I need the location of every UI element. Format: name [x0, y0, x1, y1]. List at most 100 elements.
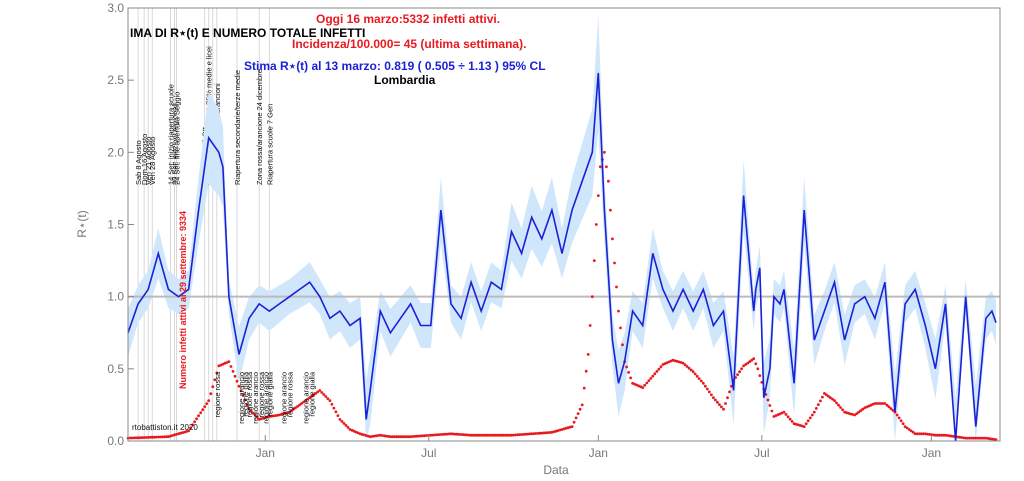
infected-point — [687, 366, 691, 370]
infected-point — [853, 413, 857, 417]
infected-point — [790, 420, 794, 423]
infected-point — [744, 363, 748, 366]
x-tick-label: Jul — [754, 446, 769, 460]
infected-point — [942, 433, 945, 437]
infected-point — [683, 363, 687, 367]
infected-point — [738, 370, 741, 374]
infected-point — [324, 395, 328, 398]
infected-point — [675, 359, 679, 363]
infected-point — [710, 393, 713, 397]
infected-point — [348, 428, 352, 431]
event-label: Sab 8 Agosto — [134, 140, 143, 185]
event-label: Riapertura scuole 7 Gen — [265, 104, 274, 185]
infected-point — [786, 415, 790, 419]
infected-point — [556, 429, 560, 432]
infected-point — [804, 422, 808, 426]
infected-point — [251, 411, 255, 415]
infected-point — [746, 361, 750, 365]
infected-point — [142, 436, 146, 439]
y-tick-label: 2.5 — [107, 73, 124, 87]
infected-point — [453, 432, 457, 436]
region-label: regione gialla — [308, 371, 317, 416]
chart-title: IMA DI R⋆(t) E NUMERO TOTALE INFETTI — [130, 26, 365, 40]
infected-point — [758, 374, 762, 377]
y-tick-label: 1.0 — [107, 290, 124, 304]
infected-point — [940, 433, 943, 437]
infected-point — [146, 436, 150, 439]
infected-point — [231, 370, 235, 373]
infected-point — [322, 393, 326, 396]
infected-point — [588, 324, 592, 327]
infected-point — [754, 362, 758, 366]
infected-point — [189, 426, 193, 430]
infected-point — [185, 430, 188, 433]
infected-point — [500, 433, 503, 437]
infected-point — [148, 435, 152, 439]
infected-point — [469, 433, 473, 437]
infected-point — [477, 433, 481, 437]
infected-point — [657, 367, 661, 371]
infected-point — [380, 434, 384, 437]
infected-point — [722, 407, 725, 411]
infected-point — [419, 434, 423, 438]
infected-point — [728, 390, 731, 394]
infected-point — [691, 370, 695, 374]
infected-point — [316, 390, 320, 394]
infected-point — [483, 433, 487, 437]
infected-point — [546, 431, 550, 434]
infected-point — [978, 436, 982, 440]
infected-point — [770, 409, 774, 413]
infected-point — [496, 433, 499, 437]
infected-point — [784, 413, 788, 416]
infected-point — [158, 435, 162, 439]
infected-point — [457, 433, 461, 436]
infected-point — [401, 435, 404, 439]
infected-point — [760, 380, 764, 384]
infected-point — [205, 402, 209, 405]
infected-point — [903, 425, 907, 428]
infected-point — [165, 435, 168, 439]
region-label: regione rossa — [257, 371, 266, 417]
infected-point — [980, 436, 984, 440]
infected-point — [705, 387, 709, 391]
infected-point — [982, 436, 986, 440]
infected-point — [621, 343, 624, 347]
x-axis-ticks: Jan Jul Jan Jul Jan — [256, 435, 941, 460]
infected-point — [542, 431, 546, 435]
infected-point — [605, 165, 608, 169]
infected-point — [130, 436, 134, 440]
infected-point — [528, 432, 532, 436]
infected-point — [592, 259, 596, 262]
infected-point — [524, 432, 527, 436]
infected-point — [538, 431, 542, 435]
infected-point — [514, 433, 517, 437]
infected-point — [399, 435, 402, 439]
infected-point — [750, 358, 754, 362]
infected-point — [596, 194, 600, 198]
infected-point — [752, 357, 756, 361]
infected-point — [403, 435, 406, 439]
confidence-band — [128, 15, 996, 442]
region-label: regione gialla — [265, 371, 274, 416]
infected-point — [154, 435, 158, 439]
region-label: regione rossa — [285, 371, 294, 417]
infected-point — [808, 416, 812, 420]
infected-point — [296, 405, 299, 408]
infected-point — [992, 437, 996, 441]
infected-point — [645, 381, 649, 385]
infected-point — [768, 404, 772, 407]
infected-point — [812, 410, 816, 414]
infected-point — [689, 368, 693, 372]
infected-point — [261, 416, 265, 420]
infected-point — [615, 285, 618, 289]
infected-point — [782, 410, 786, 414]
confidence-band-area — [128, 15, 996, 442]
infected-point — [625, 365, 628, 369]
infected-point — [613, 261, 616, 265]
x-tick-label: Jan — [922, 446, 941, 460]
infected-point — [649, 377, 653, 380]
infected-point — [681, 361, 685, 365]
infected-point — [342, 422, 346, 425]
